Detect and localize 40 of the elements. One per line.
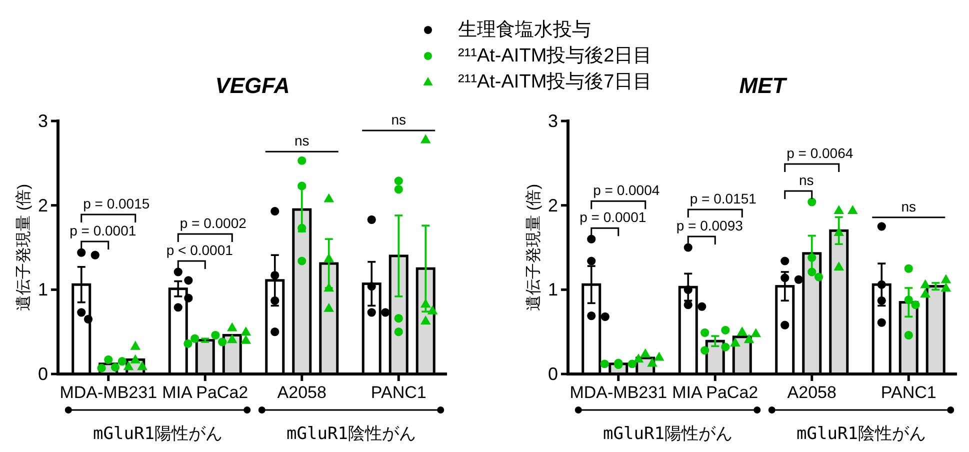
annotation: p = 0.0015 <box>83 196 150 212</box>
y-tick-label: 3 <box>38 111 48 131</box>
annotation: p = 0.0002 <box>180 214 247 231</box>
y-tick-label: 1 <box>38 280 48 300</box>
text: mGluR1陽性がん <box>93 424 222 444</box>
y-axis-title: 遺伝子発現量 (倍) <box>524 184 542 312</box>
x-tick-label: A2058 <box>277 383 326 402</box>
annotation: p = 0.0004 <box>593 182 660 198</box>
x-tick-label: PANC1 <box>370 383 426 402</box>
annotation: p = 0.0093 <box>676 218 744 234</box>
y-axis-title: 遺伝子発現量 (倍) <box>14 184 32 312</box>
annotation: p < 0.0001 <box>166 242 234 258</box>
y-tick-label: 1 <box>548 280 558 300</box>
text: mGluR1陰性がん <box>286 424 416 444</box>
text: mGluR1陰性がん <box>796 424 926 444</box>
annotation: p = 0.0001 <box>70 222 136 239</box>
x-tick-label: PANC1 <box>880 383 936 402</box>
y-tick-label: 2 <box>38 195 48 216</box>
chart-title: MET <box>739 73 788 98</box>
legend-label: ²¹¹At-AITM投与後2日目 <box>458 46 652 66</box>
annotation: ns <box>294 132 310 149</box>
chart-title: VEGFA <box>215 73 290 98</box>
x-tick-label: A2058 <box>787 383 836 402</box>
annotation: p = 0.0064 <box>786 144 854 161</box>
legend-label: ²¹¹At-AITM投与後7日目 <box>458 72 652 92</box>
y-tick-label: 0 <box>38 364 48 384</box>
annotation: ns <box>901 198 916 214</box>
annotation: p = 0.0151 <box>690 190 757 206</box>
annotation: p = 0.0001 <box>580 209 646 226</box>
y-tick-label: 0 <box>548 364 558 384</box>
x-tick-label: MDA-MB231 <box>570 383 668 402</box>
y-tick-label: 2 <box>548 195 558 216</box>
x-tick-label: MIA PaCa2 <box>672 383 758 402</box>
annotation: ns <box>798 172 814 188</box>
y-tick-label: 3 <box>548 111 558 131</box>
x-tick-label: MDA-MB231 <box>60 383 158 402</box>
x-tick-label: MIA PaCa2 <box>162 383 248 402</box>
legend-label: 生理食塩水投与 <box>458 20 591 40</box>
text: mGluR1陽性がん <box>603 424 732 444</box>
annotation: ns <box>391 112 406 128</box>
